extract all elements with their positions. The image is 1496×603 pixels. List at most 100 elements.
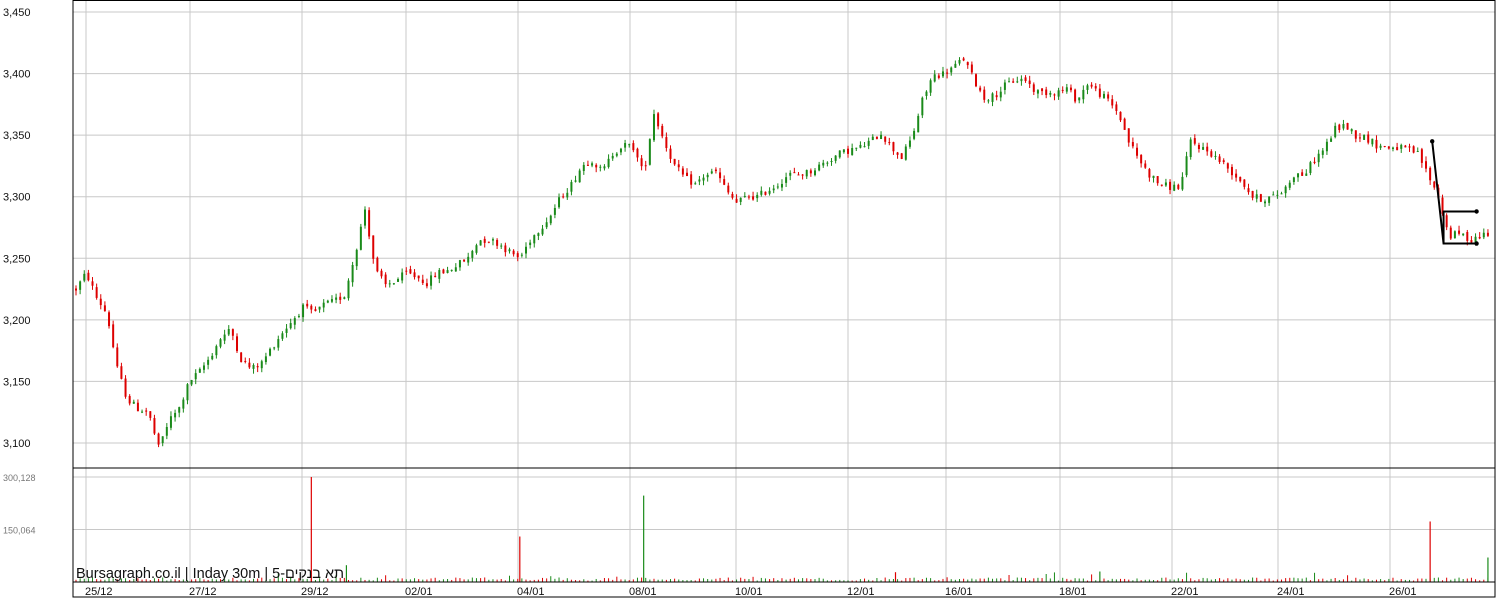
- candle-body: [310, 305, 313, 310]
- candle-body: [355, 249, 358, 267]
- candle-body: [269, 348, 272, 356]
- candle-body: [780, 183, 783, 188]
- candle-body: [1210, 151, 1213, 157]
- candle-body: [446, 270, 449, 274]
- candle-body: [875, 136, 878, 139]
- candle-body: [1127, 128, 1130, 143]
- volume-tick-label: 150,064: [3, 526, 36, 536]
- candle-body: [995, 95, 998, 98]
- annotation-handle: [1474, 241, 1479, 246]
- candle-body: [975, 74, 978, 87]
- candle-body: [917, 115, 920, 133]
- date-tick-label: 02/01: [405, 586, 433, 598]
- candle-body: [145, 410, 148, 412]
- candle-body: [1169, 181, 1172, 190]
- price-tick-label: 3,200: [3, 315, 31, 327]
- candle-body: [343, 297, 346, 299]
- candle-body: [851, 148, 854, 156]
- candle-body: [999, 91, 1002, 98]
- candle-body: [1338, 124, 1341, 131]
- candle-body: [450, 269, 453, 271]
- candle-body: [1185, 156, 1188, 176]
- candle-body: [1255, 194, 1258, 199]
- candle-body: [372, 235, 375, 259]
- candle-body: [500, 245, 503, 247]
- candle-body: [706, 174, 709, 178]
- candle-body: [471, 251, 474, 258]
- candle-body: [714, 169, 717, 172]
- candle-body: [1350, 129, 1353, 132]
- candle-body: [570, 182, 573, 192]
- candle-body: [264, 356, 267, 363]
- candle-body: [1032, 84, 1035, 92]
- candle-body: [79, 281, 82, 290]
- candle-body: [430, 275, 433, 286]
- candle-body: [1049, 92, 1052, 95]
- candle-body: [644, 165, 647, 167]
- candle-body: [211, 355, 214, 360]
- candle-body: [797, 174, 800, 176]
- candle-body: [624, 143, 627, 148]
- candle-body: [520, 254, 523, 256]
- candle-body: [281, 333, 284, 339]
- date-tick-label: 10/01: [735, 586, 763, 598]
- candle-body: [409, 269, 412, 274]
- candle-body: [900, 153, 903, 159]
- candle-body: [1425, 161, 1428, 169]
- candle-body: [190, 379, 193, 385]
- candle-body: [306, 303, 309, 307]
- candle-body: [1218, 156, 1221, 162]
- candle-body: [1024, 77, 1027, 82]
- candle-body: [169, 416, 172, 428]
- candle-body: [157, 433, 160, 445]
- candle-body: [1061, 89, 1064, 91]
- candle-body: [91, 281, 94, 286]
- date-tick-label: 25/12: [85, 586, 113, 598]
- candle-body: [1429, 167, 1432, 181]
- candle-body: [896, 152, 899, 155]
- candle-body: [1412, 146, 1415, 153]
- candle-body: [1292, 177, 1295, 183]
- candle-body: [273, 347, 276, 349]
- candle-body: [1152, 175, 1155, 179]
- date-tick-label: 04/01: [517, 586, 545, 598]
- candle-body: [859, 144, 862, 148]
- candle-body: [628, 144, 631, 146]
- candle-body: [1119, 111, 1122, 121]
- candle-body: [710, 171, 713, 174]
- candle-body: [83, 273, 86, 281]
- candle-body: [326, 300, 329, 303]
- candle-body: [198, 368, 201, 373]
- candle-body: [686, 172, 689, 177]
- price-tick-label: 3,400: [3, 69, 31, 81]
- candle-body: [149, 411, 152, 418]
- candle-body: [756, 194, 759, 199]
- date-tick-label: 27/12: [189, 586, 217, 598]
- candle-body: [727, 185, 730, 193]
- candle-body: [413, 272, 416, 278]
- candle-body: [1177, 184, 1180, 189]
- candle-body: [946, 72, 949, 74]
- candle-body: [330, 299, 333, 302]
- candle-body: [1317, 153, 1320, 163]
- date-tick-label: 16/01: [945, 586, 973, 598]
- price-tick-label: 3,350: [3, 130, 31, 142]
- candle-body: [351, 264, 354, 283]
- candle-body: [487, 241, 490, 243]
- candle-body: [1482, 232, 1485, 238]
- candle-body: [136, 402, 139, 412]
- candle-body: [479, 240, 482, 246]
- price-tick-label: 3,250: [3, 253, 31, 265]
- candle-body: [1297, 173, 1300, 178]
- candle-body: [586, 164, 589, 166]
- candle-body: [1396, 147, 1399, 151]
- candle-body: [702, 177, 705, 181]
- candle-body: [1354, 130, 1357, 139]
- candle-body: [723, 179, 726, 185]
- candle-body: [260, 361, 263, 369]
- candle-body: [847, 148, 850, 154]
- candle-body: [1433, 181, 1436, 188]
- candle-body: [1115, 104, 1118, 111]
- candle-body: [227, 329, 230, 335]
